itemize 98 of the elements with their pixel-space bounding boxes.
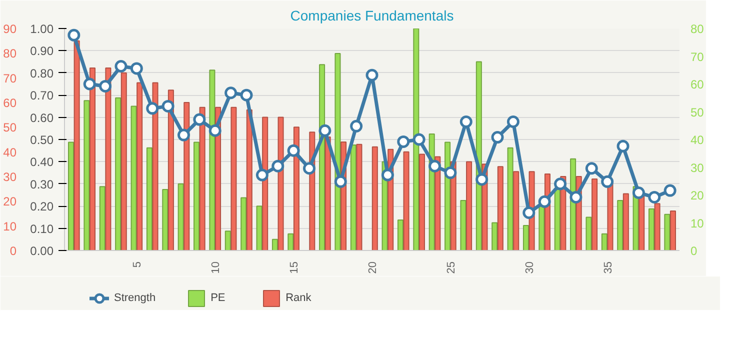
y3-tick-label: 30	[3, 170, 17, 184]
y3-tick-label: 20	[3, 194, 17, 209]
bar	[372, 146, 378, 250]
y2-tick-label: 50	[690, 105, 704, 120]
y-tick-label: 0.70	[30, 88, 54, 103]
y-tick-label: 0.50	[30, 133, 54, 147]
y3-tick-label: 60	[3, 96, 17, 110]
bar	[397, 219, 404, 250]
y2-tick-label: 70	[690, 50, 704, 64]
point	[428, 160, 442, 172]
point	[162, 100, 174, 112]
point	[334, 175, 347, 188]
bar	[497, 166, 504, 250]
bar	[168, 90, 174, 250]
y3-tick-label: 70	[3, 71, 17, 86]
x-tick-label: 15	[288, 261, 301, 274]
y-tick-label: 0.10	[30, 222, 54, 236]
point	[287, 144, 300, 157]
point	[240, 88, 253, 102]
y-tick-label: 0.40	[30, 155, 54, 170]
y-tick-label: 0.00	[30, 244, 54, 258]
point	[522, 206, 536, 219]
y3-tick-label: 90	[3, 22, 17, 36]
y3-tick-label: 80	[3, 46, 17, 61]
y-tick-label: 0.30	[30, 177, 54, 192]
y3-tick-label: 0	[10, 244, 17, 258]
y2-tick-label: 80	[690, 22, 704, 36]
bar	[230, 106, 237, 250]
y2-tick-label: 10	[690, 216, 704, 230]
point	[256, 168, 268, 182]
bar	[403, 151, 410, 250]
point	[381, 168, 394, 182]
x-tick-label: 10	[210, 261, 222, 274]
y3-tick-label: 10	[3, 219, 17, 234]
point	[193, 113, 206, 126]
point	[302, 162, 316, 175]
point	[208, 124, 222, 137]
y3-tick-label: 50	[3, 120, 17, 135]
point	[554, 178, 567, 190]
y2-tick-label: 20	[690, 188, 704, 202]
y2-tick-label: 40	[690, 133, 704, 147]
point	[350, 120, 363, 132]
point	[366, 68, 378, 82]
point	[476, 173, 488, 186]
point	[177, 128, 190, 142]
x-tick-label: 35	[602, 261, 614, 274]
x-tick-label: 30	[524, 261, 536, 274]
point	[506, 116, 520, 128]
point	[616, 140, 630, 152]
point	[601, 175, 614, 188]
point	[397, 135, 410, 148]
point	[114, 60, 128, 72]
point	[632, 186, 645, 200]
point	[146, 102, 159, 115]
bar	[288, 233, 294, 250]
point	[83, 78, 96, 90]
point	[412, 133, 426, 146]
y2-tick-label: 60	[690, 78, 704, 92]
y2-tick-label: 0	[690, 244, 698, 258]
point	[585, 162, 598, 175]
point	[491, 131, 504, 144]
y-tick-label: 0.80	[30, 66, 54, 80]
bar	[278, 116, 284, 250]
bar	[105, 67, 112, 250]
y3-tick-label: 40	[3, 145, 17, 160]
bar	[184, 102, 190, 250]
y-tick-label: 1.00	[30, 22, 54, 36]
bar	[224, 230, 231, 250]
point	[444, 166, 457, 180]
point	[130, 62, 143, 75]
y-tick-label: 0.20	[30, 200, 54, 214]
y2-tick-label: 30	[690, 160, 704, 175]
point	[272, 160, 284, 172]
point	[318, 124, 332, 137]
point	[648, 190, 661, 204]
legend-label: PE	[210, 292, 226, 304]
point	[68, 28, 80, 42]
point	[224, 86, 238, 100]
bar	[246, 109, 252, 250]
bar	[293, 126, 300, 250]
y-tick-label: 0.90	[30, 44, 54, 58]
legend-label: Strength	[114, 292, 156, 304]
chart-title: Companies Fundamentals	[290, 8, 454, 24]
y-tick-label: 0.60	[30, 110, 54, 125]
point	[570, 190, 582, 204]
x-tick-label: 20	[367, 261, 379, 274]
bar	[592, 178, 598, 250]
point	[460, 116, 472, 128]
legend-label: Rank	[286, 292, 312, 304]
point	[99, 80, 112, 92]
bar	[262, 116, 268, 250]
bar	[522, 225, 529, 250]
bar	[413, 28, 420, 250]
x-tick-label: 25	[445, 261, 458, 274]
x-tick-label: 5	[132, 261, 144, 268]
bar	[272, 238, 278, 250]
point	[538, 195, 551, 208]
point	[664, 184, 676, 197]
